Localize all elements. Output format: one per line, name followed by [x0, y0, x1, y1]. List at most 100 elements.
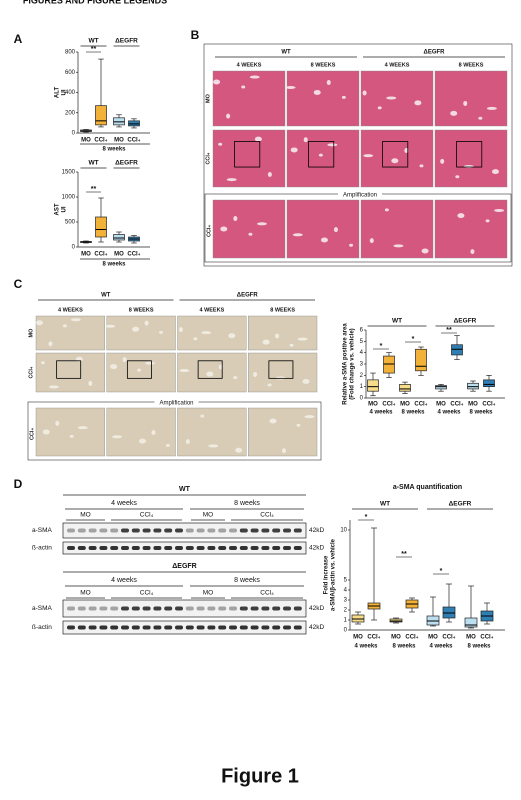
subgroup-label: 8 weeks [392, 644, 416, 650]
x-tick-label: CCl₄ [367, 635, 380, 641]
band [239, 625, 248, 630]
vessel [70, 318, 81, 322]
vessel [233, 376, 238, 380]
vessel [262, 339, 270, 345]
y-tick-label: 0 [360, 396, 364, 402]
micrograph [248, 352, 318, 393]
vessel [297, 337, 308, 341]
vessel [55, 420, 60, 426]
vessel [249, 75, 260, 79]
vessel [304, 415, 315, 419]
band [293, 606, 302, 611]
vessel [77, 426, 88, 430]
vessel [105, 324, 116, 328]
label-bg [338, 191, 382, 198]
band [77, 625, 86, 630]
band [218, 528, 227, 533]
genotype-label: WT [281, 50, 291, 56]
y-tick-label: 3 [360, 362, 364, 368]
band [185, 546, 194, 550]
vessel [220, 226, 228, 232]
vessel [494, 208, 505, 212]
box [483, 379, 495, 388]
band [185, 625, 194, 630]
vessel [132, 326, 140, 332]
y-axis-label: Relative a-SMA positive area [343, 323, 349, 405]
band [153, 625, 162, 630]
band [142, 606, 151, 611]
vessel [235, 447, 243, 453]
x-tick-label: CCl₄ [382, 402, 395, 408]
micrograph [286, 129, 360, 188]
y-tick-label: 1000 [62, 195, 76, 201]
vessel [377, 106, 382, 110]
genotype-label: ΔEGFR [172, 563, 196, 570]
band [77, 546, 86, 550]
band [218, 546, 227, 550]
vessel [179, 369, 190, 373]
size-label: 42kD [309, 624, 324, 631]
x-tick-label: MO [368, 402, 378, 408]
y-tick-label: 6 [360, 328, 364, 334]
vessel [226, 178, 237, 182]
band [88, 546, 97, 550]
y-tick-label: 800 [65, 50, 76, 56]
band [207, 528, 216, 533]
treatment-label: MO [80, 590, 90, 597]
time-label: 4 weeks [111, 577, 137, 584]
band [121, 528, 129, 533]
vessel [241, 85, 246, 89]
vessel [178, 327, 183, 333]
band [250, 546, 259, 550]
time-label: 4 WEEKS [385, 62, 410, 68]
micrograph [212, 129, 286, 188]
x-tick-label: CCl₄ [127, 252, 140, 258]
panel-label: A [14, 32, 23, 46]
box [95, 216, 107, 238]
band [110, 528, 119, 533]
vessel [491, 169, 499, 175]
vessel [269, 418, 277, 424]
micrograph [106, 352, 176, 393]
band [283, 528, 291, 533]
x-tick-label: CCl₄ [414, 402, 427, 408]
micrograph [360, 70, 434, 127]
inset-box [308, 140, 335, 168]
band [67, 625, 75, 630]
subgroup-label: 4 weeks [354, 644, 378, 650]
band [229, 606, 237, 611]
micrograph [35, 352, 105, 393]
row-label: MO [205, 93, 211, 103]
time-label: 8 WEEKS [459, 62, 484, 68]
vessel [206, 371, 214, 377]
group-label: WT [380, 501, 390, 508]
vessel [218, 142, 223, 146]
vessel [267, 383, 272, 387]
band [175, 606, 183, 611]
time-label: 4 WEEKS [58, 307, 83, 313]
vessel [159, 330, 164, 334]
genotype-label: ΔEGFR [424, 50, 446, 56]
vessel [457, 213, 465, 219]
band [77, 528, 86, 533]
band [121, 625, 129, 630]
micrograph [177, 407, 247, 457]
band [67, 606, 75, 611]
y-tick-label: 1 [360, 384, 364, 390]
box [399, 384, 411, 392]
vessel [139, 438, 146, 444]
vessel [137, 368, 142, 372]
vessel [419, 164, 424, 168]
size-label: 42kD [309, 605, 324, 612]
box [435, 385, 447, 390]
inset-box [268, 360, 294, 379]
band [67, 528, 75, 533]
micrograph [248, 315, 318, 351]
label-bg [154, 399, 199, 406]
vessel [463, 164, 474, 168]
micrograph [434, 70, 508, 127]
box [467, 382, 479, 390]
vessel [386, 96, 397, 100]
vessel [414, 100, 422, 106]
vessel [226, 113, 231, 119]
